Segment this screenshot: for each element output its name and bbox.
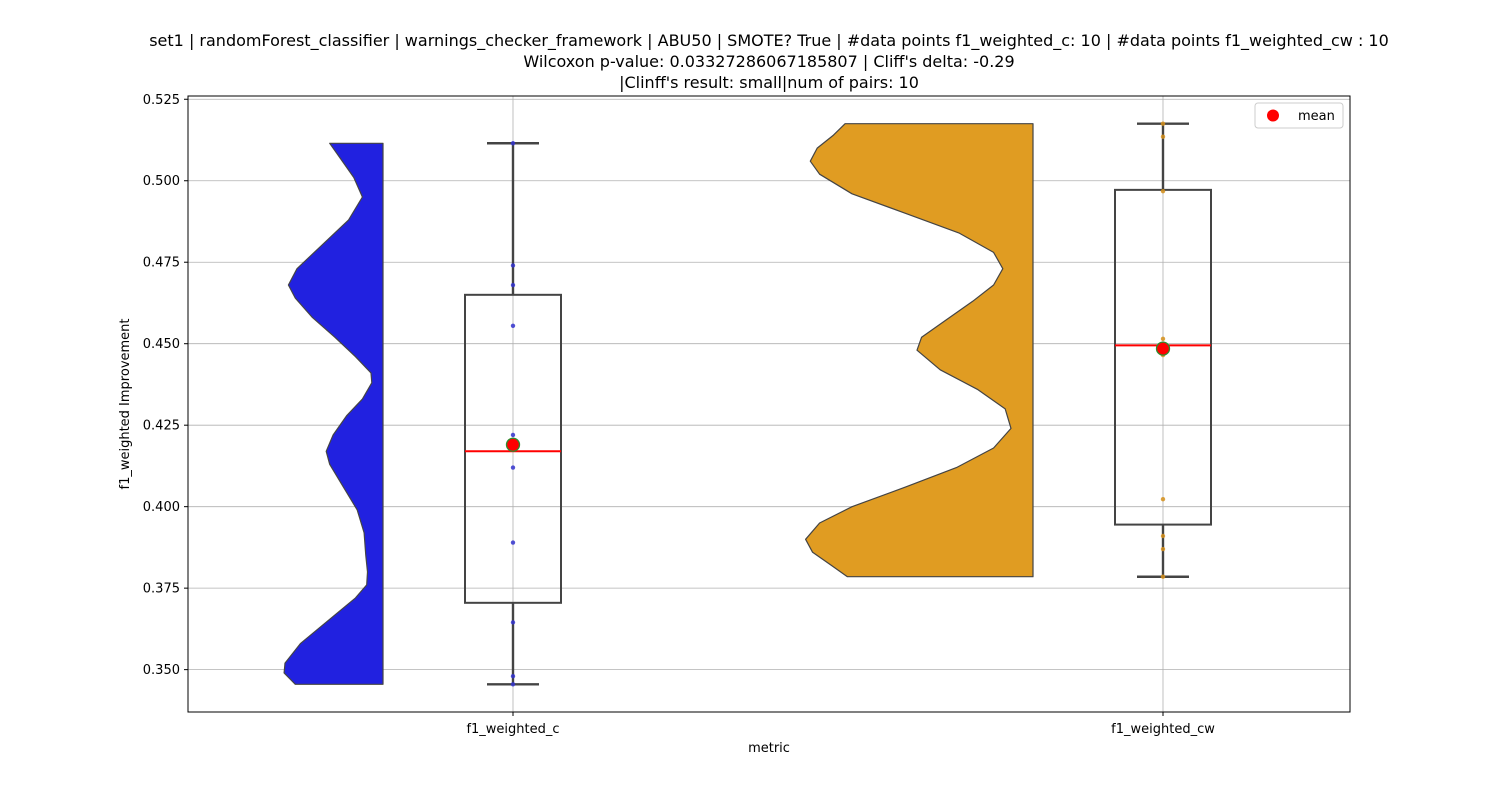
y-axis-ticks: 0.350 0.375 0.400 0.425 0.450 0.475 0.500 0.525 (143, 93, 188, 678)
legend-frame (1254, 102, 1344, 129)
data-points (505, 121, 1171, 687)
data-point (1160, 121, 1166, 126)
y-tick-label: 0.425 (143, 419, 180, 434)
legend: mean (1254, 102, 1344, 129)
boxplots (464, 122, 1212, 686)
violin-f1_weighted_c (283, 142, 384, 685)
data-point (1160, 336, 1166, 342)
data-point (510, 141, 516, 146)
y-tick-label: 0.400 (143, 500, 180, 515)
data-point (510, 432, 516, 438)
data-point (1160, 134, 1166, 139)
y-tick-label: 0.500 (143, 174, 180, 189)
y-tick-label: 0.475 (143, 256, 180, 271)
y-tick-label: 0.525 (143, 93, 180, 108)
legend-mean-label: mean (1298, 109, 1335, 124)
chart-title-line-2: Wilcoxon p-value: 0.03327286067185807 | … (523, 52, 1014, 71)
data-point (510, 282, 516, 288)
x-tick-label: f1_weighted_c (466, 722, 559, 737)
chart-title-line-3: |Clinff's result: small|num of pairs: 10 (619, 73, 919, 92)
data-point (510, 263, 516, 268)
data-point (510, 465, 516, 470)
violin-f1_weighted_cw (805, 123, 1034, 578)
data-point (510, 323, 516, 328)
y-tick-label: 0.450 (143, 337, 180, 352)
y-axis-label: f1_weighted Improvement (118, 318, 133, 489)
data-point (1160, 533, 1166, 539)
data-point (1160, 496, 1166, 502)
y-tick-label: 0.350 (143, 663, 180, 678)
data-point (1160, 546, 1166, 552)
data-point (1160, 188, 1166, 194)
mean-marker (505, 437, 521, 452)
box-f1_weighted_c (464, 293, 562, 604)
chart-title-line-1: set1 | randomForest_classifier | warning… (149, 31, 1389, 51)
x-axis-label: metric (748, 741, 790, 756)
x-axis-ticks: f1_weighted_c f1_weighted_cw (466, 712, 1215, 737)
data-point (1160, 574, 1166, 579)
legend-mean-marker (1267, 109, 1279, 122)
plot-frame (187, 95, 1351, 713)
violins (283, 123, 1034, 685)
y-tick-label: 0.375 (143, 582, 180, 597)
data-point (510, 682, 516, 687)
x-tick-label: f1_weighted_cw (1111, 722, 1215, 737)
data-point (510, 620, 516, 625)
data-point (510, 673, 516, 679)
data-point (510, 540, 516, 545)
mean-marker (1155, 341, 1171, 356)
